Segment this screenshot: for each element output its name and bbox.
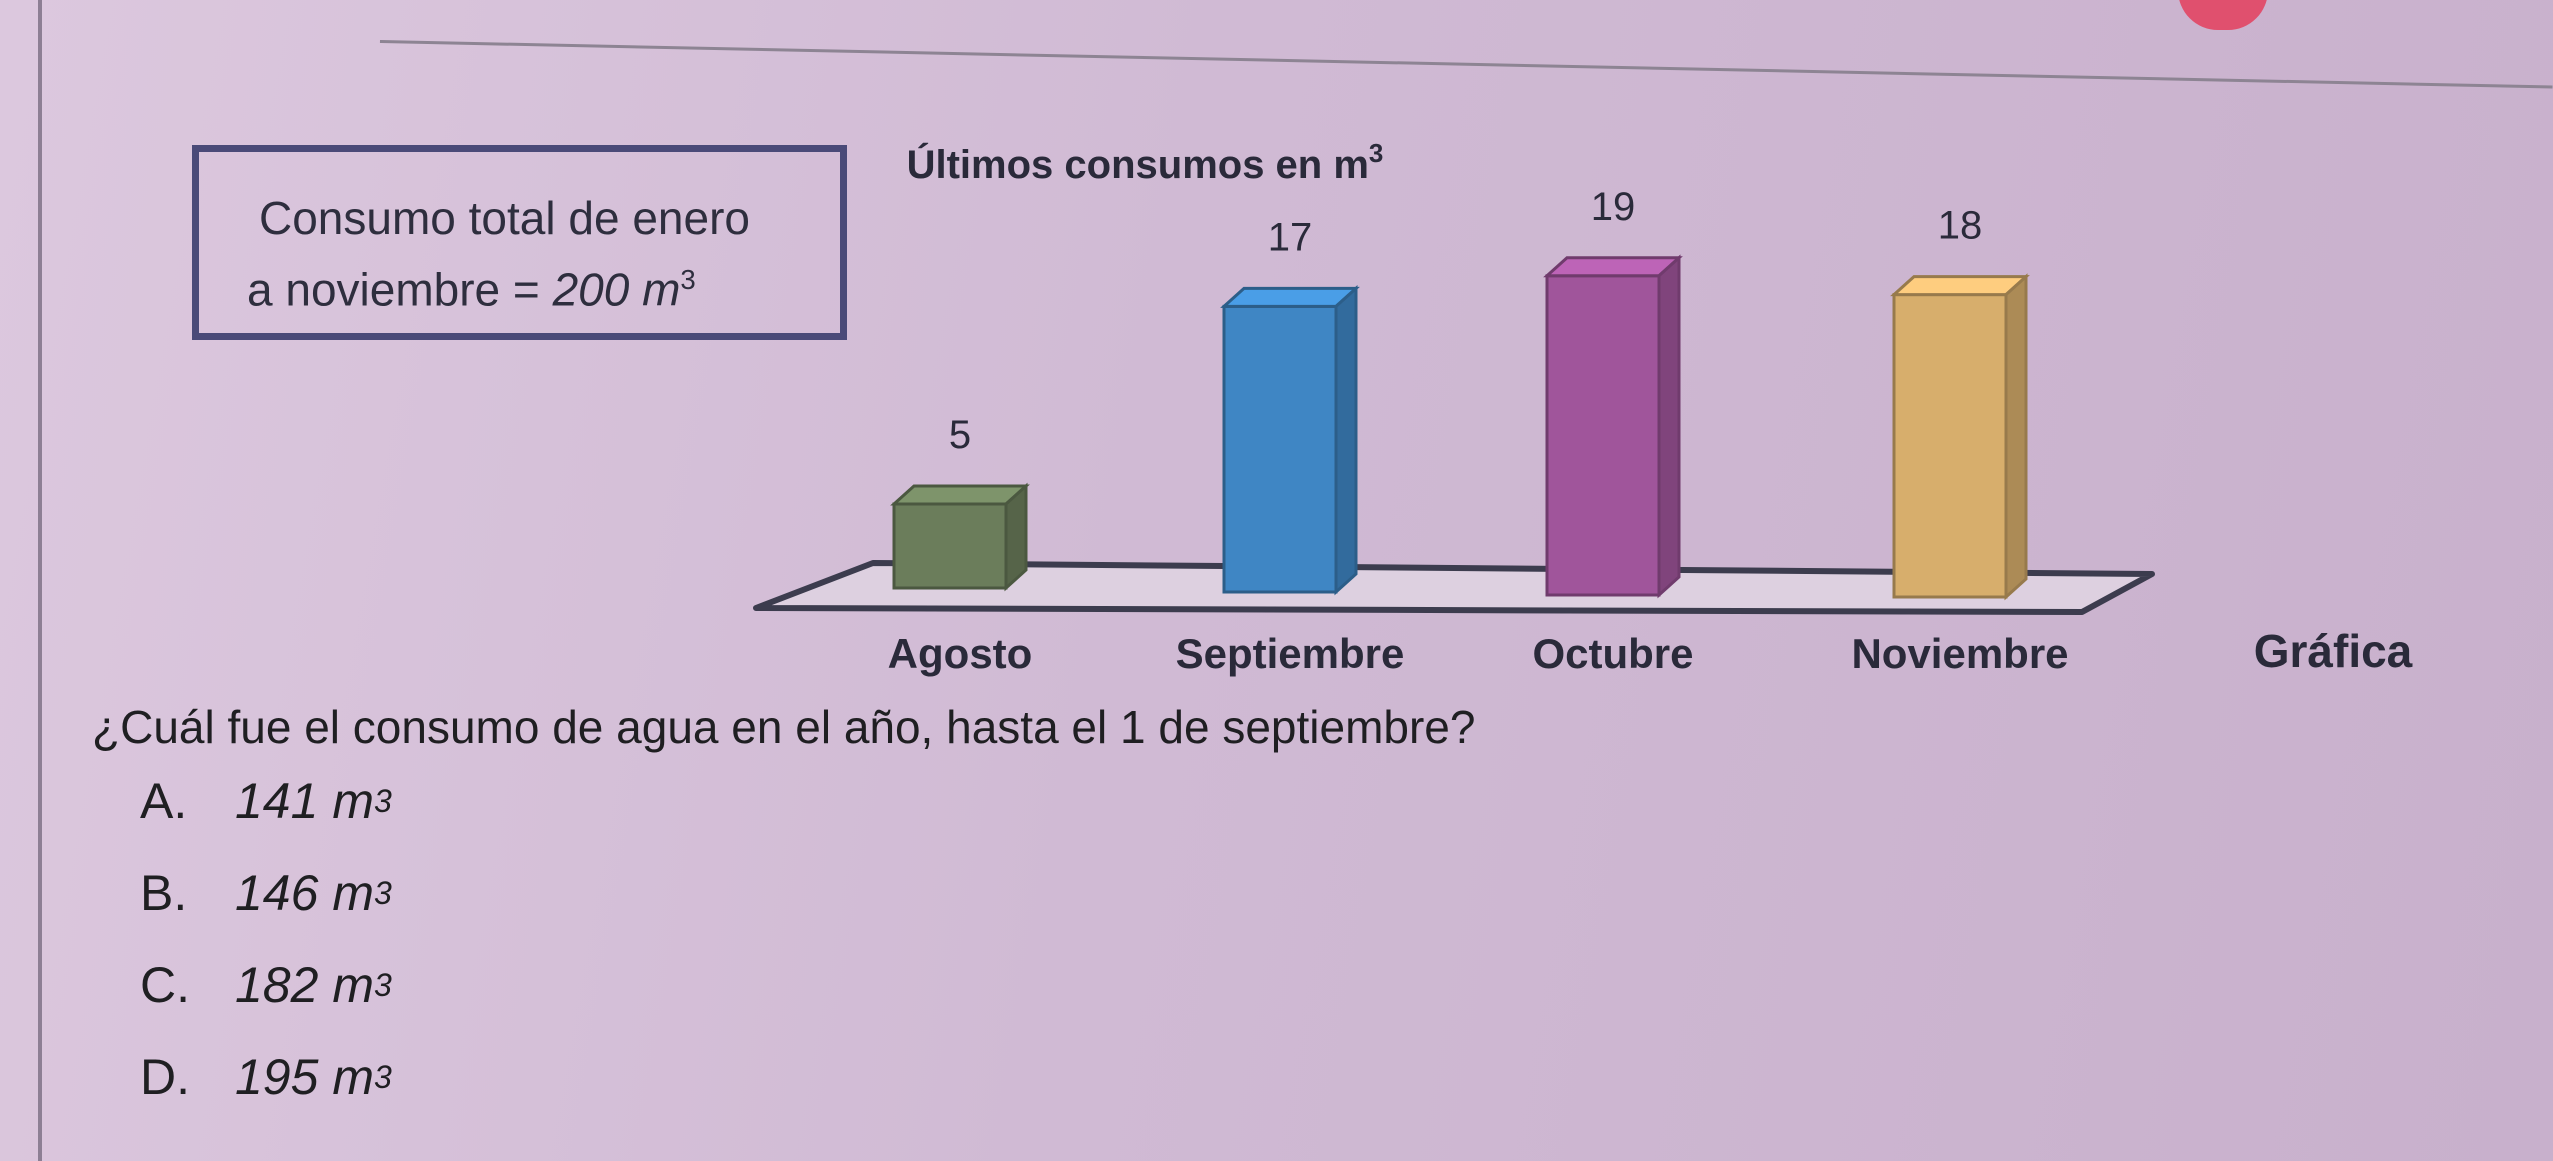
chart-title: Últimos consumos en m3 <box>907 138 1384 187</box>
category-label-septiembre: Septiembre <box>1176 630 1405 677</box>
question-text: ¿Cuál fue el consumo de agua en el año, … <box>92 701 1476 753</box>
category-label-octubre: Octubre <box>1532 630 1693 677</box>
bar-octubre <box>1543 254 1683 599</box>
info-value: 200 m <box>552 263 681 316</box>
data-label-noviembre: 18 <box>1938 204 1983 248</box>
bars-group: 5 Agosto 17 Septiembre 19 Octubre 18 Noviembre <box>888 185 2069 677</box>
data-label-septiembre: 17 <box>1268 215 1313 259</box>
bar-noviembre <box>1890 273 2030 601</box>
bar-septiembre <box>1220 285 1360 596</box>
chart-base-platform <box>753 560 2155 615</box>
bar-agosto <box>890 482 1030 592</box>
data-label-octubre: 19 <box>1591 185 1636 229</box>
info-prefix: a noviembre = <box>247 263 553 316</box>
data-label-agosto: 5 <box>949 413 971 457</box>
category-label-noviembre: Noviembre <box>1851 630 2068 677</box>
notebook-margin-line <box>38 0 42 1161</box>
category-label-agosto: Agosto <box>888 630 1033 677</box>
total-consumption-box: Consumo total de enero a noviembre = 200… <box>192 145 847 340</box>
chart-caption: Gráfica <box>2254 625 2413 677</box>
info-line-1: Consumo total de enero <box>259 192 750 244</box>
info-line-2: a noviembre = 200 m3 <box>247 249 840 320</box>
info-exponent: 3 <box>680 264 696 295</box>
